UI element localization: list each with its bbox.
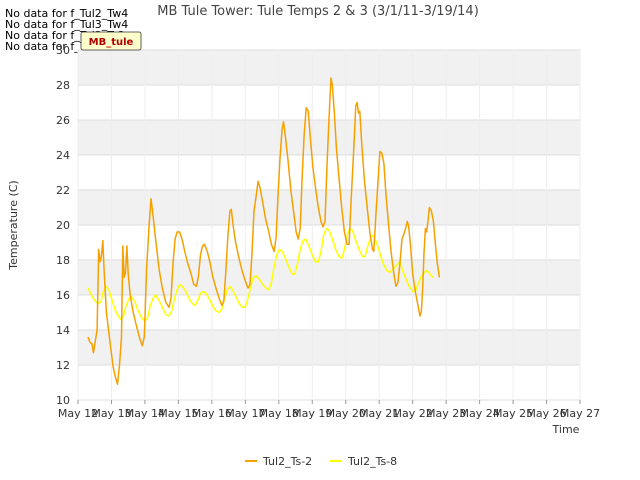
x-tick-label: May 20 [326,407,366,420]
legend: Tul2_Ts-2 Tul2_Ts-8 [245,455,397,468]
grid-lines [77,49,581,401]
plot-band [78,260,580,295]
plot-band [78,190,580,225]
x-tick-label: May 17 [225,407,265,420]
y-tick-label: 28 [56,79,70,92]
no-data-message: No data for f_Tul3_Tw4 [5,18,129,31]
y-tick-label: 26 [56,114,70,127]
x-tick-label: May 19 [292,407,332,420]
x-tick-label: May 26 [526,407,566,420]
y-tick-label: 22 [56,184,70,197]
x-tick-label: May 13 [91,407,131,420]
series-layer [87,77,441,386]
station-badge: MB_tule [80,31,142,51]
chart-title: MB Tule Tower: Tule Temps 2 & 3 (3/1/11-… [157,4,479,19]
plot-band [78,50,580,85]
y-tick-label: 18 [56,254,70,267]
badge-box [80,31,142,51]
x-tick-label: May 23 [426,407,466,420]
x-tick-label: May 12 [58,407,98,420]
x-tick-label: May 25 [493,407,533,420]
y-axis-title: Temperature (C) [7,180,20,270]
x-tick-label: May 18 [259,407,299,420]
x-tick-label: May 22 [393,407,433,420]
y-tick-label: 24 [56,149,70,162]
plot-background [77,49,581,401]
y-tick-label: 10 [56,394,70,407]
x-tick-label: May 14 [125,407,165,420]
badge-label: MB_tule [89,37,134,48]
y-tick-label: 30 [56,44,70,57]
legend-label: Tul2_Ts-2 [262,455,312,468]
x-tick-label: May 24 [459,407,499,420]
x-tick-label: May 15 [158,407,198,420]
series-line-tul2-ts-2 [87,77,441,386]
no-data-message: No data for f_Tul2_Tw4 [5,7,129,20]
x-tick-label: May 21 [359,407,399,420]
y-tick-label: 16 [56,289,70,302]
y-tick-label: 14 [56,324,70,337]
legend-label: Tul2_Ts-8 [347,455,397,468]
y-tick-label: 20 [56,219,70,232]
x-tick-label: May 16 [192,407,232,420]
plot-band [78,330,580,365]
x-axis-title: Time [552,423,580,436]
x-tick-label: May 27 [560,407,600,420]
y-tick-label: 12 [56,359,70,372]
y-axis: 10 12 14 16 18 20 22 24 26 28 30 [56,44,70,407]
